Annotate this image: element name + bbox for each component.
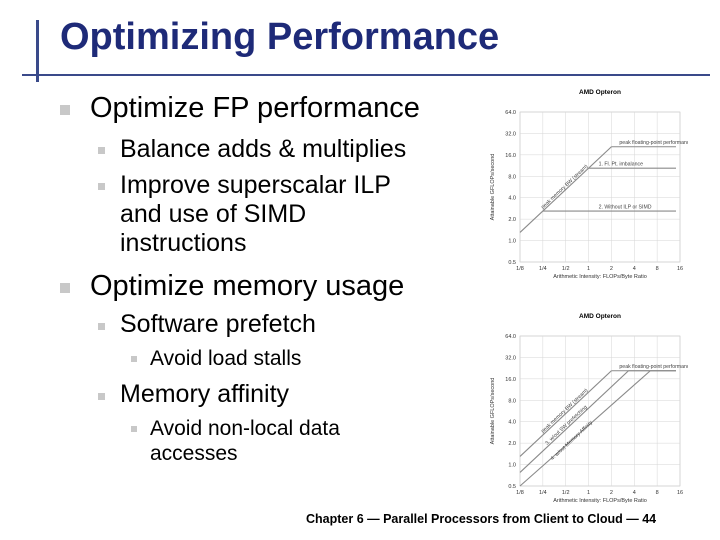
- x-tick-label: 1/4: [539, 490, 547, 496]
- roofline-chart-fp: AMD Opteron64.032.016.08.04.02.01.00.51/…: [490, 89, 688, 280]
- bullet-nonlocal-line1: Avoid non-local data: [150, 417, 340, 440]
- x-tick-label: 1/8: [516, 490, 524, 496]
- x-tick-label: 4: [633, 490, 636, 496]
- x-tick-label: 1/4: [539, 266, 547, 272]
- ceiling-label: 1. Fl. Pt. imbalance: [599, 162, 644, 168]
- bullet-square-icon: [131, 356, 137, 362]
- y-tick-label: 4.0: [508, 196, 516, 202]
- bullet-square-icon: [131, 426, 137, 432]
- bullet-fp-heading: Optimize FP performance: [90, 92, 420, 124]
- bullet-square-icon: [60, 283, 70, 293]
- ceiling-label: peak floating-point performance: [619, 364, 688, 370]
- y-tick-label: 32.0: [505, 355, 516, 361]
- y-tick-label: 64.0: [505, 334, 516, 340]
- y-tick-label: 2.0: [508, 217, 516, 223]
- y-tick-label: 4.0: [508, 420, 516, 426]
- x-tick-label: 4: [633, 266, 636, 272]
- bandwidth-line: [519, 370, 651, 487]
- x-tick-label: 1/2: [562, 490, 570, 496]
- bandwidth-label: 4. w/out Memory Affinity: [550, 420, 594, 462]
- x-tick-label: 8: [656, 266, 659, 272]
- y-tick-label: 1.0: [508, 463, 516, 469]
- bullet-ilp-line3: instructions: [120, 229, 247, 257]
- chart-frame: [519, 111, 681, 263]
- x-axis-label: Arithmetic Intensity: FLOPs/Byte Ratio: [553, 498, 647, 504]
- bullet-ilp-line2: and use of SIMD: [120, 200, 307, 228]
- bullet-square-icon: [98, 323, 105, 330]
- bullet-affinity: Memory affinity: [120, 380, 290, 408]
- x-tick-label: 1/2: [562, 266, 570, 272]
- title-accent-vertical: [36, 20, 39, 82]
- bandwidth-line: [519, 146, 612, 233]
- title-accent-horizontal: [22, 74, 710, 76]
- bullet-nonlocal-line2: accesses: [150, 442, 238, 465]
- y-axis-label: Attainable GFLOPs/second: [490, 378, 496, 445]
- bullet-square-icon: [60, 105, 70, 115]
- bullet-square-icon: [98, 147, 105, 154]
- bullet-ilp-line1: Improve superscalar ILP: [120, 171, 391, 199]
- x-tick-label: 1: [587, 490, 590, 496]
- y-tick-label: 1.0: [508, 239, 516, 245]
- bandwidth-line: [519, 370, 612, 457]
- x-tick-label: 16: [677, 490, 683, 496]
- x-tick-label: 1: [587, 266, 590, 272]
- y-axis-label: Attainable GFLOPs/second: [490, 154, 496, 221]
- y-tick-label: 32.0: [505, 131, 516, 137]
- chart-frame: [519, 335, 681, 487]
- x-tick-label: 2: [610, 266, 613, 272]
- x-tick-label: 1/8: [516, 266, 524, 272]
- bullet-prefetch: Software prefetch: [120, 310, 316, 338]
- slide-footer: Chapter 6 — Parallel Processors from Cli…: [306, 512, 657, 526]
- y-tick-label: 8.0: [508, 174, 516, 180]
- x-axis-label: Arithmetic Intensity: FLOPs/Byte Ratio: [553, 274, 647, 280]
- ceiling-label: 2. Without ILP or SIMD: [599, 205, 652, 211]
- bullet-balance: Balance adds & multiplies: [120, 135, 407, 163]
- x-tick-label: 8: [656, 490, 659, 496]
- bandwidth-line: [519, 370, 629, 473]
- x-tick-label: 2: [610, 490, 613, 496]
- y-tick-label: 64.0: [505, 110, 516, 116]
- y-tick-label: 16.0: [505, 153, 516, 159]
- y-tick-label: 8.0: [508, 398, 516, 404]
- bullet-square-icon: [98, 393, 105, 400]
- y-tick-label: 0.5: [508, 484, 516, 490]
- roofline-chart-memory: AMD Opteron64.032.016.08.04.02.01.00.51/…: [490, 313, 688, 504]
- bullet-square-icon: [98, 183, 105, 190]
- y-tick-label: 16.0: [505, 377, 516, 383]
- bullet-mem-heading: Optimize memory usage: [90, 270, 405, 302]
- slide-title: Optimizing Performance: [60, 16, 500, 58]
- x-tick-label: 16: [677, 266, 683, 272]
- bandwidth-label: peak memory BW (stream): [540, 164, 589, 211]
- chart-title: AMD Opteron: [579, 89, 621, 96]
- chart-title: AMD Opteron: [579, 313, 621, 320]
- ceiling-label: peak floating-point performance: [619, 140, 688, 146]
- y-tick-label: 0.5: [508, 260, 516, 266]
- bullet-load-stalls: Avoid load stalls: [150, 347, 302, 370]
- y-tick-label: 2.0: [508, 441, 516, 447]
